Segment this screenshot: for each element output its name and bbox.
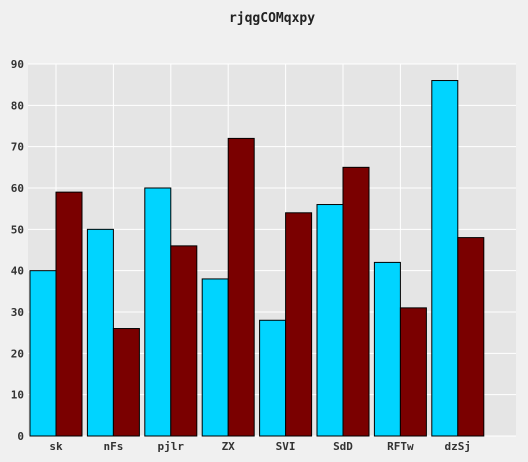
bars [29, 80, 485, 437]
y-tick-label: 10 [11, 389, 24, 402]
bar [457, 237, 485, 437]
bar [227, 137, 255, 437]
bar [86, 228, 114, 437]
x-tick-label: dzSj [445, 440, 472, 453]
bar [373, 261, 401, 437]
y-axis-ticks: 0 10 20 30 40 50 60 70 80 90 [11, 58, 24, 443]
x-tick-label: pjlr [158, 440, 185, 453]
x-tick-label: SVI [276, 440, 296, 453]
y-tick-label: 60 [11, 182, 24, 195]
y-tick-label: 80 [11, 99, 24, 112]
bar [399, 307, 427, 437]
bar [285, 212, 313, 437]
x-tick-label: sk [49, 440, 63, 453]
y-tick-label: 20 [11, 347, 24, 360]
chart-title: rjqgCOMqxpy [229, 11, 315, 26]
bar [29, 270, 57, 437]
bar [201, 278, 229, 437]
y-tick-label: 30 [11, 306, 24, 319]
bar [431, 80, 459, 437]
bar [112, 328, 140, 437]
x-tick-label: SdD [333, 440, 353, 453]
x-tick-label: ZX [222, 440, 236, 453]
x-axis-ticks: sk nFs pjlr ZX SVI SdD RFTw dzSj [49, 440, 471, 453]
bar [259, 319, 287, 437]
y-tick-label: 90 [11, 58, 24, 71]
bar [144, 187, 172, 437]
y-tick-label: 0 [17, 430, 24, 443]
y-tick-label: 70 [11, 141, 24, 154]
bar [316, 204, 344, 437]
x-tick-label: nFs [103, 440, 123, 453]
bar [55, 191, 83, 437]
x-tick-label: RFTw [387, 440, 414, 453]
bar [170, 245, 198, 437]
y-tick-label: 40 [11, 265, 24, 278]
bar [342, 166, 370, 437]
y-tick-label: 50 [11, 223, 24, 236]
